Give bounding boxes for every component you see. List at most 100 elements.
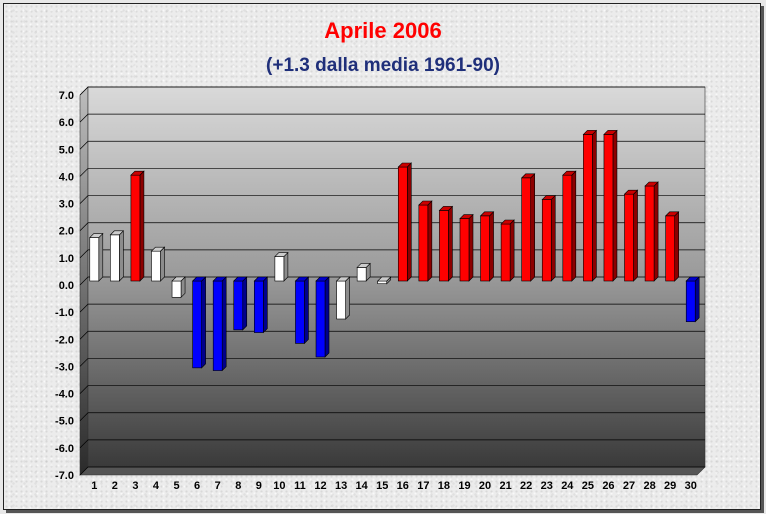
bar-front xyxy=(130,174,141,282)
bar-top xyxy=(171,276,186,282)
x-tick-label: 29 xyxy=(664,480,676,492)
bar-front xyxy=(418,204,429,282)
x-tick-label: 2 xyxy=(112,480,118,492)
x-tick-label: 15 xyxy=(376,480,388,492)
bar-front xyxy=(583,134,593,282)
x-tick-label: 11 xyxy=(294,480,306,492)
x-tick-label: 3 xyxy=(132,480,138,492)
x-tick-label: 17 xyxy=(417,480,429,492)
x-tick-label: 30 xyxy=(685,480,697,492)
bar-front xyxy=(295,280,305,344)
bar-front xyxy=(644,185,655,282)
x-tick-label: 9 xyxy=(256,480,262,492)
bar-top xyxy=(130,170,145,176)
bar-side xyxy=(324,276,330,358)
y-tick-label: -1.0 xyxy=(55,307,74,319)
bar xyxy=(274,251,289,282)
bar xyxy=(418,200,433,282)
gridline xyxy=(79,222,705,231)
y-tick-label: 0.0 xyxy=(59,280,74,292)
y-tick-label: -2.0 xyxy=(55,334,74,346)
bar-top xyxy=(294,276,310,282)
bar-top xyxy=(418,200,433,206)
bar-top xyxy=(623,189,639,195)
y-tick-label: 7.0 xyxy=(59,90,74,102)
gridline xyxy=(79,330,705,340)
bar-front xyxy=(356,267,367,282)
bar-top xyxy=(212,276,227,282)
bar-top xyxy=(603,130,618,135)
y-tick-label: 6.0 xyxy=(59,117,74,129)
bar xyxy=(459,213,474,282)
bar-front xyxy=(377,280,388,285)
bar-top xyxy=(356,263,371,268)
x-tick-label: 4 xyxy=(153,480,160,492)
bar xyxy=(130,170,145,282)
x-tick-label: 22 xyxy=(520,480,532,492)
x-tick-label: 26 xyxy=(602,480,614,492)
gridline xyxy=(79,113,705,123)
bar-front xyxy=(480,215,490,282)
bar-top xyxy=(520,173,536,179)
bar-front xyxy=(110,234,120,282)
bar-side xyxy=(119,230,124,282)
bar-side xyxy=(674,211,679,282)
bar xyxy=(294,276,310,345)
bar-front xyxy=(397,166,408,282)
bar-front xyxy=(89,237,100,282)
bar-top xyxy=(685,276,700,282)
bar xyxy=(335,276,351,320)
bar-side xyxy=(653,181,659,282)
bar-top xyxy=(191,276,207,282)
bar xyxy=(438,205,454,282)
bar-side xyxy=(160,246,165,282)
bar xyxy=(623,189,639,282)
bar-side xyxy=(263,276,268,334)
x-tick-label: 5 xyxy=(173,480,179,492)
bar xyxy=(253,276,269,334)
bar-top xyxy=(438,206,454,211)
chart-subtitle: (+1.3 dalla media 1961-90) xyxy=(266,55,500,76)
bar-side xyxy=(489,211,494,282)
bar-side xyxy=(242,276,248,331)
chart-title: Aprile 2006 xyxy=(324,18,442,43)
bar-front xyxy=(315,280,326,358)
bar-top xyxy=(582,130,598,135)
bar-side xyxy=(221,276,227,372)
bar-top xyxy=(397,162,413,168)
y-tick-label: -3.0 xyxy=(55,361,74,373)
bar-top xyxy=(541,195,556,200)
bar-side xyxy=(694,276,700,323)
x-tick-label: 23 xyxy=(541,480,553,492)
bar xyxy=(233,276,248,331)
x-tick-label: 7 xyxy=(215,480,221,492)
bar xyxy=(212,276,227,372)
bar xyxy=(541,194,556,282)
bar-front xyxy=(665,215,675,282)
bar-top xyxy=(562,170,577,176)
bar-side xyxy=(592,129,597,282)
bar xyxy=(150,246,166,282)
gridline xyxy=(79,249,705,259)
bar-side xyxy=(612,129,618,282)
y-tick-label: 1.0 xyxy=(59,253,74,265)
bar xyxy=(562,170,577,282)
bar-side xyxy=(427,200,433,282)
bar-top xyxy=(89,233,104,238)
gridline xyxy=(79,86,705,96)
y-tick-label: 3.0 xyxy=(59,199,74,211)
bar-side xyxy=(283,251,289,282)
gridline xyxy=(79,439,705,449)
bar xyxy=(603,129,618,282)
x-tick-label: 6 xyxy=(194,480,200,492)
x-tick-label: 21 xyxy=(499,480,511,492)
bar-side xyxy=(201,276,206,369)
bar xyxy=(171,276,186,299)
bar-front xyxy=(541,199,552,282)
bar-front xyxy=(171,280,182,298)
bar-front xyxy=(336,280,346,320)
bar-side xyxy=(509,219,515,282)
bar xyxy=(376,276,392,285)
bar xyxy=(685,276,700,323)
